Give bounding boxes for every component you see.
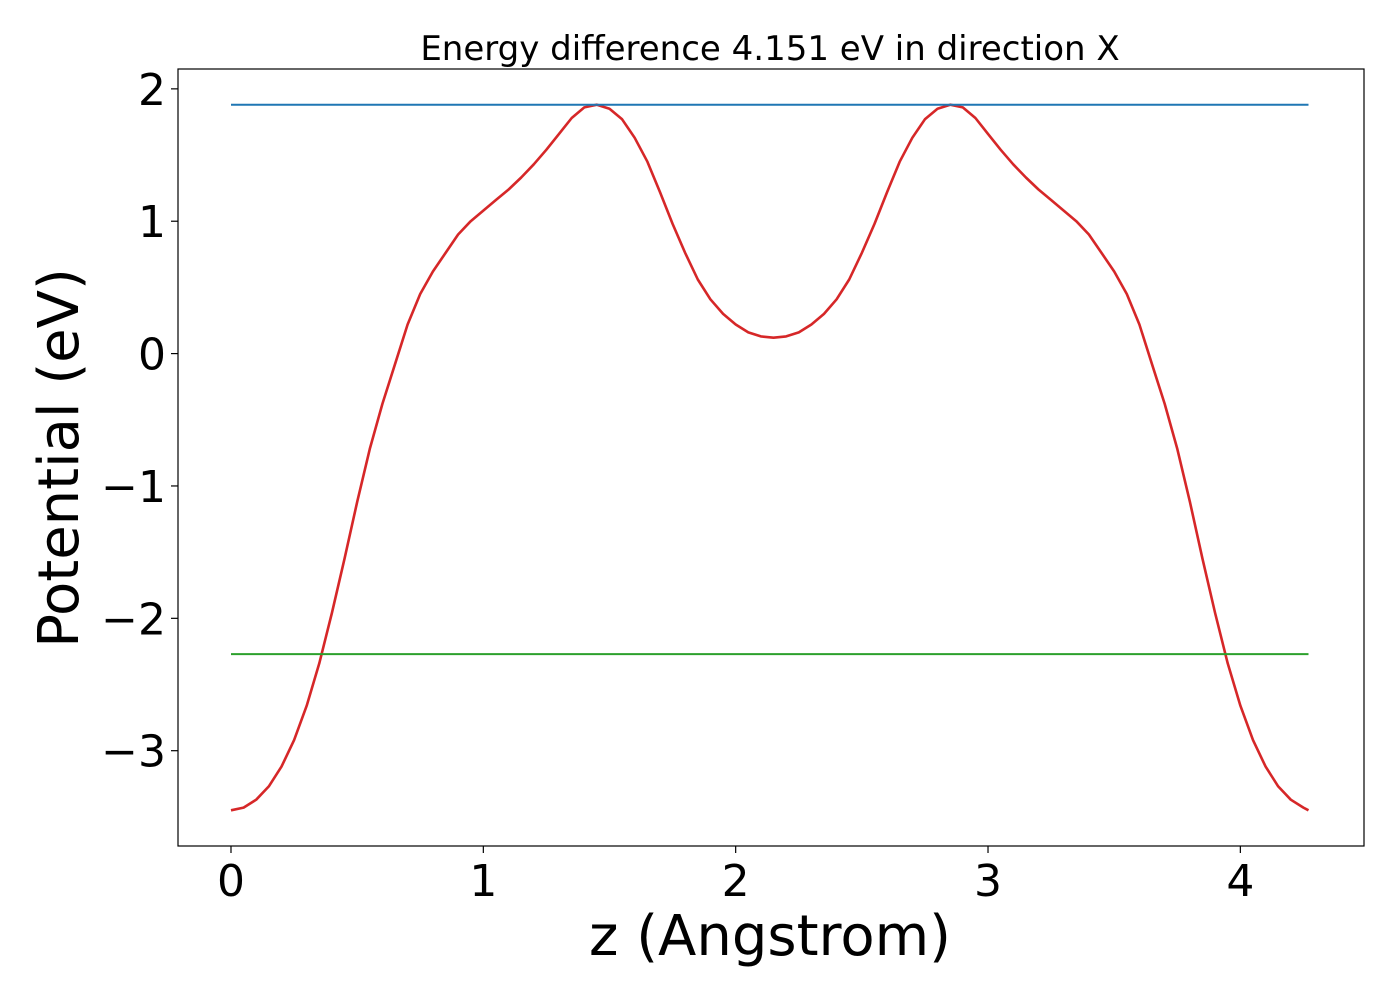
x-tick-label: 1 xyxy=(469,856,497,907)
series-layer xyxy=(230,103,1310,812)
x-axis-ticks: 0 1 2 3 4 xyxy=(217,846,1254,907)
x-tick-label: 4 xyxy=(1226,856,1254,907)
y-tick-label: −3 xyxy=(101,727,166,778)
y-axis-ticks: −3 −2 −1 0 1 2 xyxy=(101,65,178,778)
y-axis-label: Potential (eV) xyxy=(27,268,92,648)
y-tick-label: −1 xyxy=(101,462,166,513)
potential-curve xyxy=(230,103,1310,812)
y-tick-label: 1 xyxy=(138,197,166,248)
x-tick-label: 2 xyxy=(722,856,750,907)
chart-title: Energy difference 4.151 eV in direction … xyxy=(420,29,1119,69)
y-tick-label: 0 xyxy=(138,330,166,381)
x-tick-label: 0 xyxy=(217,856,245,907)
y-tick-label: −2 xyxy=(101,594,166,645)
plot-frame xyxy=(177,68,1365,847)
x-axis-label: z (Angstrom) xyxy=(589,904,951,969)
y-tick-label: 2 xyxy=(138,65,166,116)
x-tick-label: 3 xyxy=(974,856,1002,907)
